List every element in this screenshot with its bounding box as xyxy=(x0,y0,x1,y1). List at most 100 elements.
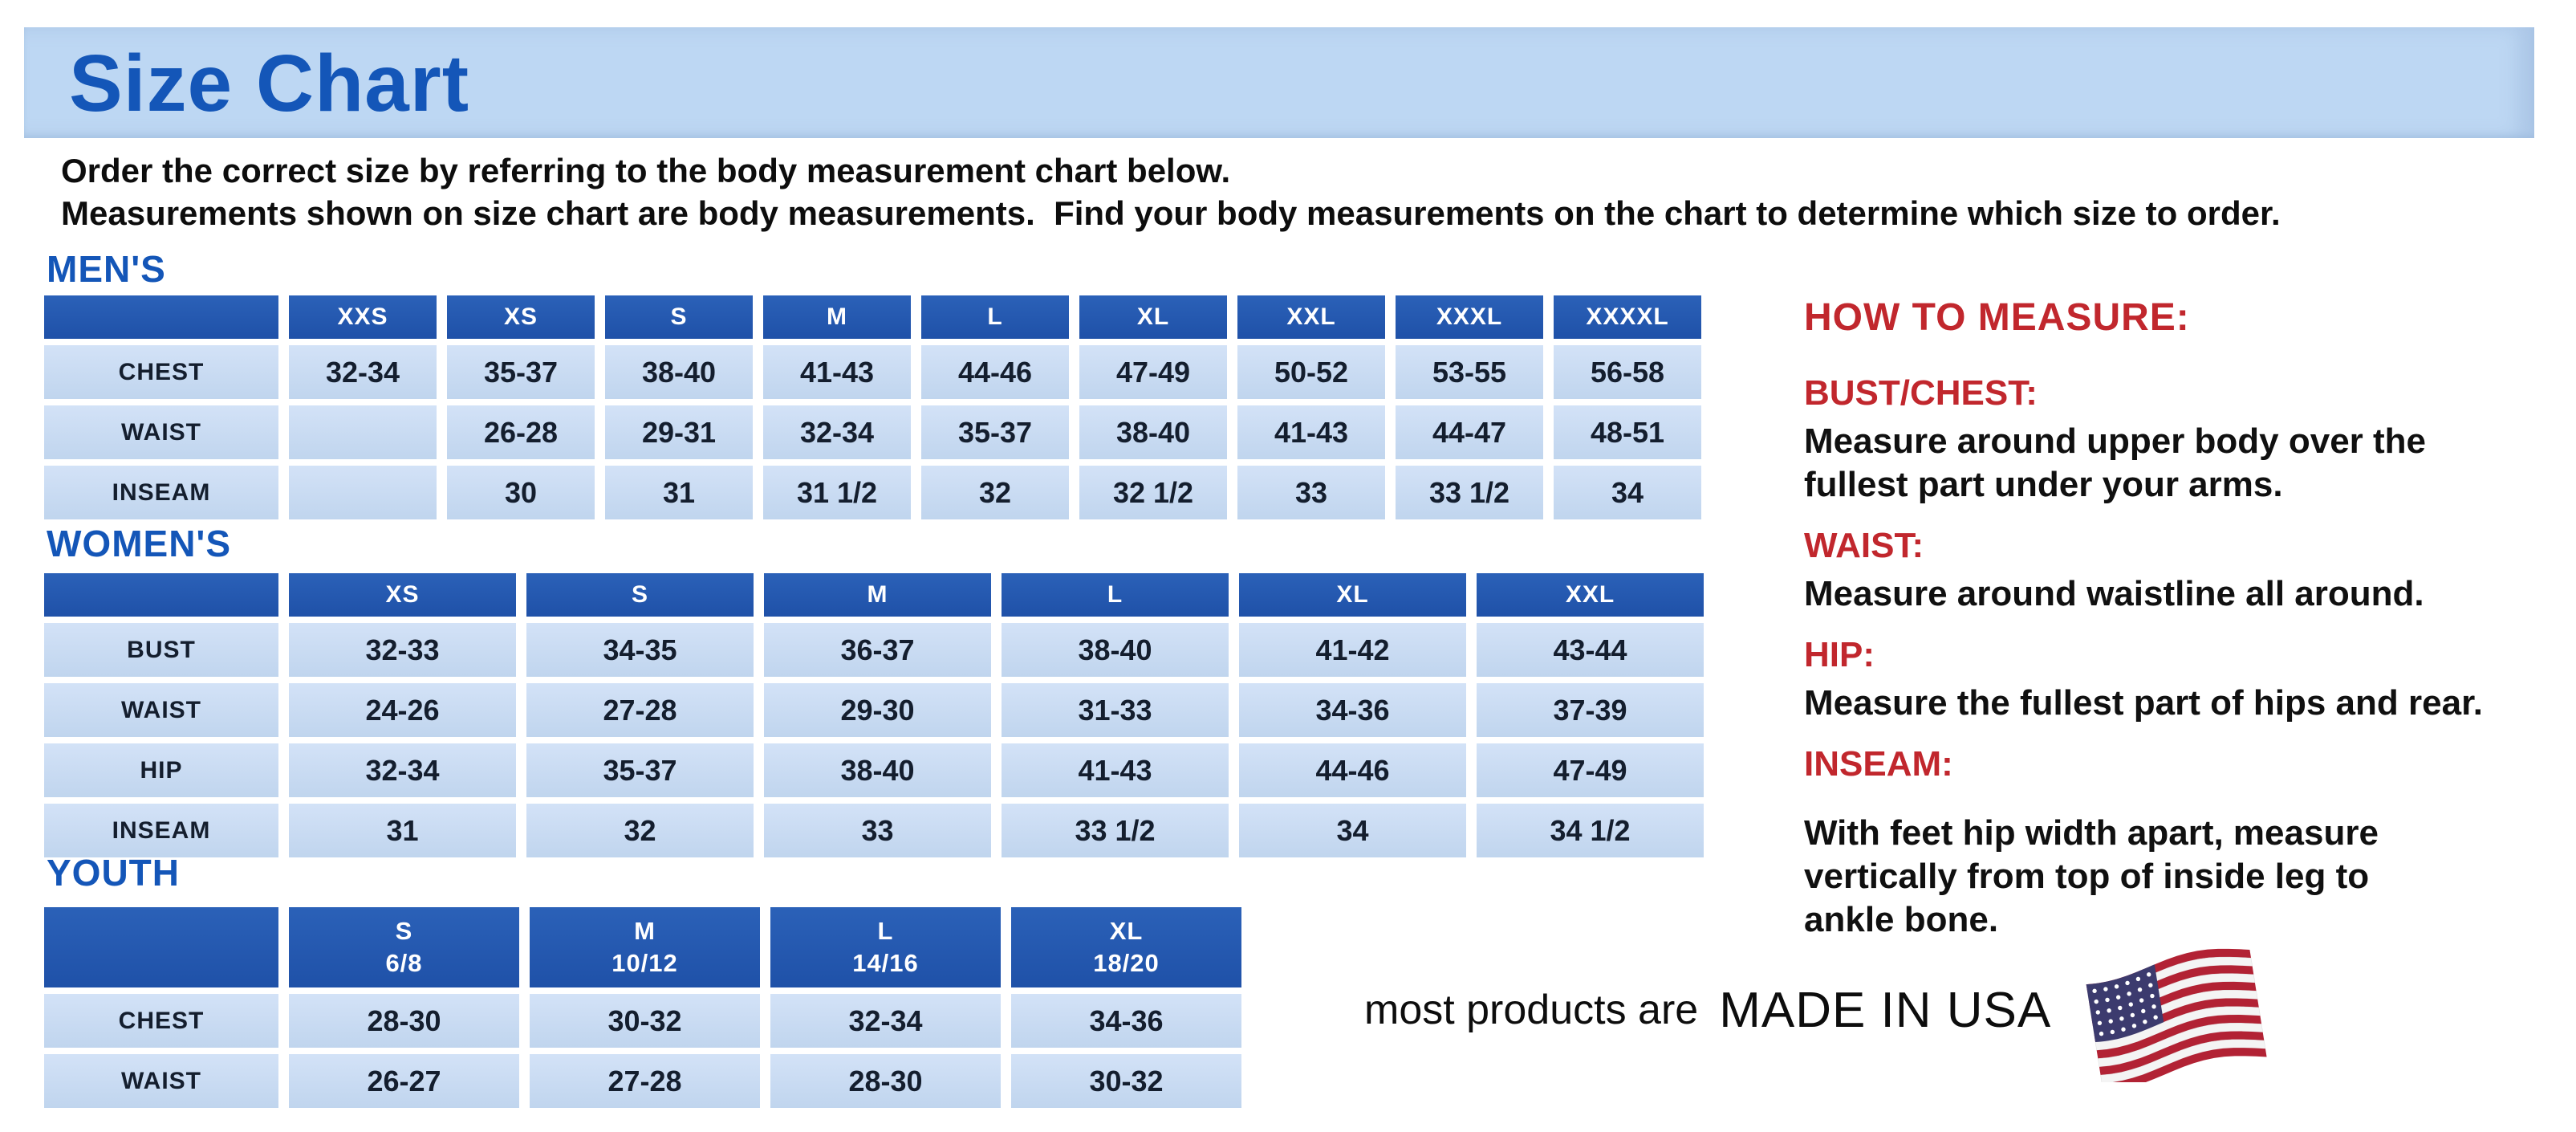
measure-instruction-line: Measure the fullest part of hips and rea… xyxy=(1804,683,2483,723)
size-value-cell: 41-43 xyxy=(1002,743,1229,797)
womens-measurement-row: INSEAM 31 32 33 33 1/2 34 34 1/2 xyxy=(44,804,1704,857)
size-value-cell: 35-37 xyxy=(921,405,1069,459)
table-corner-cell xyxy=(44,573,278,617)
size-value-cell: 28-30 xyxy=(289,994,519,1048)
row-label-cell: WAIST xyxy=(44,405,278,459)
mens-header-row: XXS XS S M L XL XXL XXXL XXXXL xyxy=(44,295,1701,339)
intro-line-2: Measurements shown on size chart are bod… xyxy=(61,194,2281,232)
size-header-cell: XL xyxy=(1239,573,1466,617)
size-header-cell: XL 18/20 xyxy=(1011,907,1241,987)
mens-measurement-row: CHEST 32-34 35-37 38-40 41-43 44-46 47-49 50-52… xyxy=(44,345,1701,399)
measure-instruction-line: vertically from top of inside leg to xyxy=(1804,857,2370,896)
size-value-cell: 33 1/2 xyxy=(1002,804,1229,857)
size-value-cell: 41-43 xyxy=(763,345,911,399)
size-header-cell: XXXL xyxy=(1396,295,1543,339)
size-value-cell: 29-31 xyxy=(605,405,753,459)
size-header-cell: S xyxy=(605,295,753,339)
womens-measurement-row: WAIST 24-26 27-28 29-30 31-33 34-36 37-39 xyxy=(44,683,1704,737)
page-title: Size Chart xyxy=(69,39,470,128)
how-to-measure-item: HIP: Measure the fullest part of hips and… xyxy=(1804,635,2574,725)
mens-measurement-row: WAIST 26-28 29-31 32-34 35-37 38-40 41-43 44-47… xyxy=(44,405,1701,459)
how-to-measure-item: INSEAM: With feet hip width apart, measur… xyxy=(1804,744,2574,942)
how-to-measure-title: HOW TO MEASURE: xyxy=(1804,296,2190,339)
size-name: M xyxy=(634,917,656,945)
youth-measurement-row: CHEST 28-30 30-32 32-34 34-36 xyxy=(44,994,1241,1048)
youth-size-table: S 6/8 M 10/12 L 14/16 XL 18/20 CHEST 28-30 30-32 32… xyxy=(34,901,1252,1114)
size-value-cell: 30-32 xyxy=(530,994,760,1048)
mens-section-label: MEN'S xyxy=(47,248,166,290)
row-label-cell: CHEST xyxy=(44,345,278,399)
measure-heading: WAIST: xyxy=(1804,526,1924,565)
size-value-cell: 32 xyxy=(921,466,1069,519)
size-value-cell: 27-28 xyxy=(526,683,754,737)
size-header-cell: XS xyxy=(289,573,516,617)
how-to-measure-item: BUST/CHEST: Measure around upper body ove… xyxy=(1804,373,2574,507)
measure-instruction-line: Measure around waistline all around. xyxy=(1804,574,2424,613)
measure-heading: BUST/CHEST: xyxy=(1804,373,2038,413)
made-in-usa-text: MADE IN USA xyxy=(1719,982,2052,1038)
size-value-cell: 53-55 xyxy=(1396,345,1543,399)
row-label-cell: WAIST xyxy=(44,1054,278,1108)
womens-header-row: XS S M L XL XXL xyxy=(44,573,1704,617)
intro-text: Order the correct size by referring to t… xyxy=(61,149,2281,234)
size-header-cell: M xyxy=(764,573,991,617)
size-value-cell: 34 xyxy=(1239,804,1466,857)
size-value-cell: 44-46 xyxy=(921,345,1069,399)
size-header-cell: M xyxy=(763,295,911,339)
measure-instruction-line: fullest part under your arms. xyxy=(1804,465,2283,504)
size-value-cell: 31 xyxy=(605,466,753,519)
size-value-cell: 34 xyxy=(1554,466,1701,519)
size-header-cell: XXL xyxy=(1477,573,1704,617)
mens-measurement-row: INSEAM 30 31 31 1/2 32 32 1/2 33 33 1/2 34 xyxy=(44,466,1701,519)
size-range: 14/16 xyxy=(852,949,919,977)
measure-instruction-line: Measure around upper body over the xyxy=(1804,421,2427,461)
youth-table-area: S 6/8 M 10/12 L 14/16 XL 18/20 CHEST 28-30 30-32 32… xyxy=(34,901,1252,1114)
intro-line-1: Order the correct size by referring to t… xyxy=(61,152,1231,189)
row-label-cell: INSEAM xyxy=(44,466,278,519)
size-value-cell: 34 1/2 xyxy=(1477,804,1704,857)
size-value-cell: 32-34 xyxy=(770,994,1001,1048)
measure-instruction-line: With feet hip width apart, measure xyxy=(1804,813,2379,853)
size-value-cell: 50-52 xyxy=(1237,345,1385,399)
size-name: S xyxy=(395,917,413,945)
size-range: 10/12 xyxy=(611,949,678,977)
womens-measurement-row: BUST 32-33 34-35 36-37 38-40 41-42 43-44 xyxy=(44,623,1704,677)
footer-prefix-text: most products are xyxy=(1364,987,1699,1033)
size-value-cell: 29-30 xyxy=(764,683,991,737)
how-to-measure-panel: HOW TO MEASURE: BUST/CHEST: Measure aroun… xyxy=(1804,295,2574,961)
womens-size-table: XS S M L XL XXL BUST 32-33 34-35 36-37 38-40 41-42 4… xyxy=(34,567,1714,864)
size-header-cell: XL xyxy=(1079,295,1227,339)
how-to-measure-item: WAIST: Measure around waistline all aroun… xyxy=(1804,526,2574,616)
size-value-cell: 32-33 xyxy=(289,623,516,677)
size-header-cell: S xyxy=(526,573,754,617)
size-header-cell: S 6/8 xyxy=(289,907,519,987)
womens-section-label: WOMEN'S xyxy=(47,523,232,564)
size-value-cell: 30 xyxy=(447,466,595,519)
row-label-cell: WAIST xyxy=(44,683,278,737)
youth-header-row: S 6/8 M 10/12 L 14/16 XL 18/20 xyxy=(44,907,1241,987)
row-label-cell: CHEST xyxy=(44,994,278,1048)
mens-size-table: XXS XS S M L XL XXL XXXL XXXXL CHEST 32-34 35-37 38-… xyxy=(34,289,1712,526)
size-header-cell: XXL xyxy=(1237,295,1385,339)
youth-section-label: YOUTH xyxy=(47,852,180,894)
size-value-cell: 33 xyxy=(1237,466,1385,519)
size-value-cell: 24-26 xyxy=(289,683,516,737)
size-value-cell xyxy=(289,405,437,459)
size-value-cell: 32-34 xyxy=(289,345,437,399)
made-in-usa-banner: most products are MADE IN USA xyxy=(1364,938,2274,1092)
table-corner-cell xyxy=(44,907,278,987)
size-value-cell: 35-37 xyxy=(447,345,595,399)
row-label-cell: BUST xyxy=(44,623,278,677)
size-value-cell: 31-33 xyxy=(1002,683,1229,737)
size-value-cell: 38-40 xyxy=(1079,405,1227,459)
size-value-cell: 31 xyxy=(289,804,516,857)
size-value-cell: 41-43 xyxy=(1237,405,1385,459)
size-value-cell: 56-58 xyxy=(1554,345,1701,399)
size-value-cell: 32-34 xyxy=(289,743,516,797)
size-value-cell: 32 xyxy=(526,804,754,857)
size-name: XL xyxy=(1109,917,1144,945)
size-value-cell: 47-49 xyxy=(1477,743,1704,797)
row-label-cell: INSEAM xyxy=(44,804,278,857)
measure-instruction-line: ankle bone. xyxy=(1804,900,1999,939)
